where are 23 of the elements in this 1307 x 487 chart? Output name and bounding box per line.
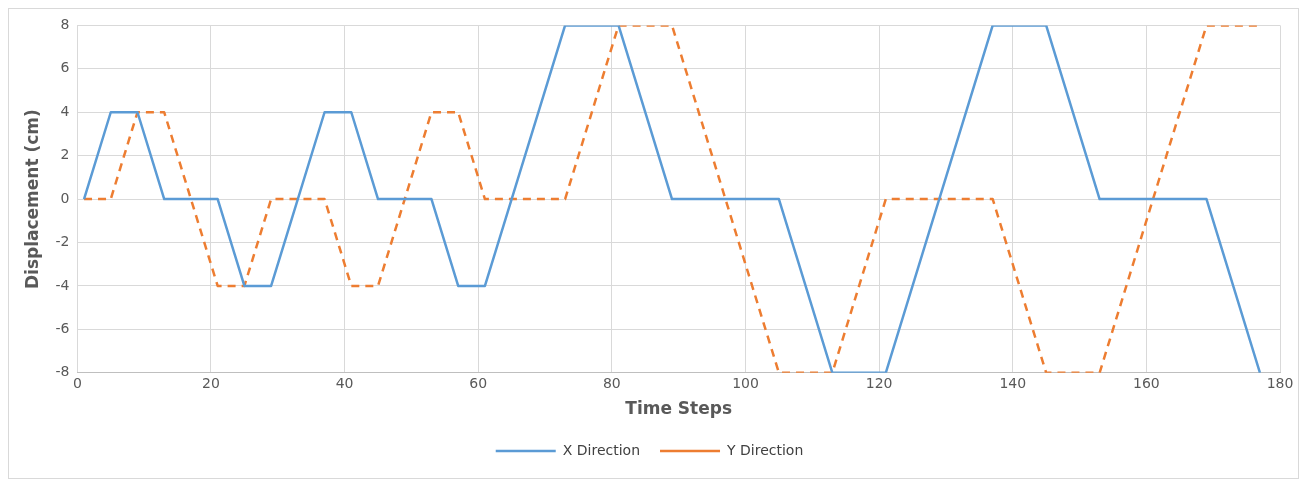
y-axis-title: Displacement (cm) [21, 109, 42, 290]
y-tick-label: 8 [60, 16, 70, 33]
x-tick-label: 140 [999, 374, 1027, 391]
y-tick-label: -8 [55, 363, 70, 380]
y-tick-label: -2 [55, 233, 70, 250]
legend-label: X Direction [562, 441, 641, 458]
y-tick-label: 0 [60, 189, 70, 206]
x-tick-label: 100 [732, 374, 759, 391]
y-tick-label: -4 [55, 276, 70, 293]
x-tick-label: 40 [335, 374, 354, 391]
y-tick-label: 6 [60, 59, 70, 76]
x-tick-label: 120 [865, 374, 893, 391]
x-tick-label: 180 [1266, 374, 1294, 391]
x-tick-label: 0 [72, 374, 82, 391]
x-tick-label: 60 [469, 374, 488, 391]
x-tick-label: 80 [602, 374, 621, 391]
y-tick-label: -6 [55, 320, 70, 337]
y-tick-label: 2 [60, 146, 70, 163]
x-tick-label: 20 [202, 374, 220, 391]
legend-label: Y Direction [726, 441, 804, 458]
x-axis-title: Time Steps [625, 398, 733, 419]
y-tick-label: 4 [60, 102, 70, 119]
x-tick-label: 160 [1133, 374, 1160, 391]
